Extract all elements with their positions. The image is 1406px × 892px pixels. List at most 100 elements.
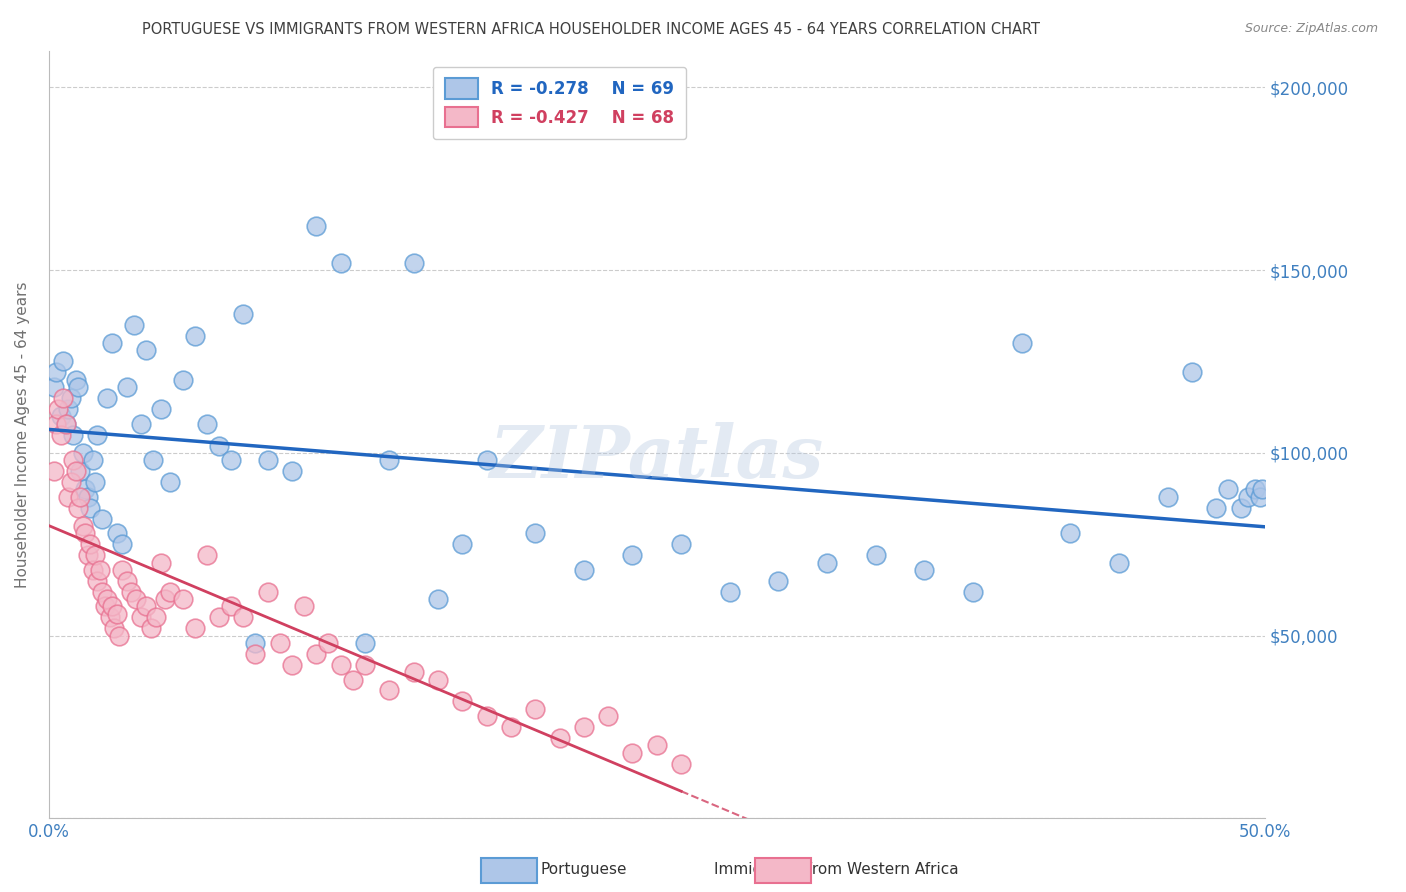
Point	[75, 526, 97, 541]
Point	[79, 537, 101, 551]
Point	[1156, 490, 1178, 504]
Point	[96, 592, 118, 607]
Point	[1181, 366, 1204, 380]
Point	[58, 490, 80, 504]
Point	[101, 336, 124, 351]
Point	[1059, 526, 1081, 541]
Point	[475, 453, 498, 467]
Point	[256, 584, 278, 599]
Point	[354, 657, 377, 672]
Legend: R = -0.278    N = 69, R = -0.427    N = 68: R = -0.278 N = 69, R = -0.427 N = 68	[433, 67, 686, 139]
Point	[548, 731, 571, 745]
Point	[232, 307, 254, 321]
Point	[1244, 483, 1267, 497]
Point	[89, 563, 111, 577]
Point	[52, 354, 75, 368]
Point	[139, 621, 162, 635]
Point	[59, 391, 82, 405]
Point	[65, 464, 87, 478]
Point	[145, 610, 167, 624]
Point	[111, 563, 134, 577]
Point	[62, 427, 84, 442]
Point	[105, 526, 128, 541]
Point	[84, 475, 107, 489]
Point	[219, 599, 242, 614]
Point	[58, 401, 80, 416]
Point	[645, 739, 668, 753]
Point	[108, 629, 131, 643]
Text: PORTUGUESE VS IMMIGRANTS FROM WESTERN AFRICA HOUSEHOLDER INCOME AGES 45 - 64 YEA: PORTUGUESE VS IMMIGRANTS FROM WESTERN AF…	[142, 22, 1039, 37]
Point	[91, 584, 114, 599]
Point	[245, 647, 267, 661]
Point	[1236, 490, 1258, 504]
Point	[48, 401, 70, 416]
Text: Portuguese: Portuguese	[540, 863, 627, 877]
Point	[621, 746, 644, 760]
Point	[129, 417, 152, 431]
Point	[256, 453, 278, 467]
Point	[475, 709, 498, 723]
Point	[135, 599, 157, 614]
Point	[66, 380, 89, 394]
Point	[524, 526, 547, 541]
Point	[62, 453, 84, 467]
Point	[269, 636, 291, 650]
Point	[426, 673, 449, 687]
Point	[815, 556, 838, 570]
Point	[669, 756, 692, 771]
Point	[1011, 336, 1033, 351]
Point	[1218, 483, 1240, 497]
Point	[1251, 483, 1274, 497]
Point	[82, 563, 104, 577]
Point	[149, 556, 172, 570]
Point	[208, 610, 231, 624]
Point	[378, 683, 401, 698]
Point	[281, 657, 304, 672]
Point	[451, 694, 474, 708]
Point	[49, 409, 72, 424]
Point	[86, 427, 108, 442]
Point	[79, 500, 101, 515]
Point	[42, 464, 65, 478]
Text: ZIPatlas: ZIPatlas	[489, 422, 824, 493]
Point	[55, 417, 77, 431]
Point	[572, 563, 595, 577]
Point	[329, 256, 352, 270]
Point	[669, 537, 692, 551]
Point	[524, 702, 547, 716]
Point	[52, 391, 75, 405]
Point	[1108, 556, 1130, 570]
Point	[149, 401, 172, 416]
Point	[281, 464, 304, 478]
Point	[96, 391, 118, 405]
Point	[59, 475, 82, 489]
Point	[76, 490, 98, 504]
Point	[195, 548, 218, 562]
Point	[105, 607, 128, 621]
Point	[129, 610, 152, 624]
Point	[159, 475, 181, 489]
Point	[93, 599, 115, 614]
Point	[426, 592, 449, 607]
Point	[111, 537, 134, 551]
Point	[72, 446, 94, 460]
Point	[183, 621, 205, 635]
Point	[101, 599, 124, 614]
Point	[69, 490, 91, 504]
Point	[305, 647, 328, 661]
Point	[65, 373, 87, 387]
Point	[45, 417, 67, 431]
Point	[768, 574, 790, 588]
Point	[402, 665, 425, 680]
Point	[1205, 500, 1227, 515]
Point	[91, 511, 114, 525]
Point	[499, 720, 522, 734]
Point	[120, 584, 142, 599]
Point	[142, 453, 165, 467]
Point	[598, 709, 620, 723]
Point	[245, 636, 267, 650]
Point	[115, 574, 138, 588]
Point	[49, 427, 72, 442]
Point	[172, 373, 194, 387]
Point	[318, 636, 340, 650]
